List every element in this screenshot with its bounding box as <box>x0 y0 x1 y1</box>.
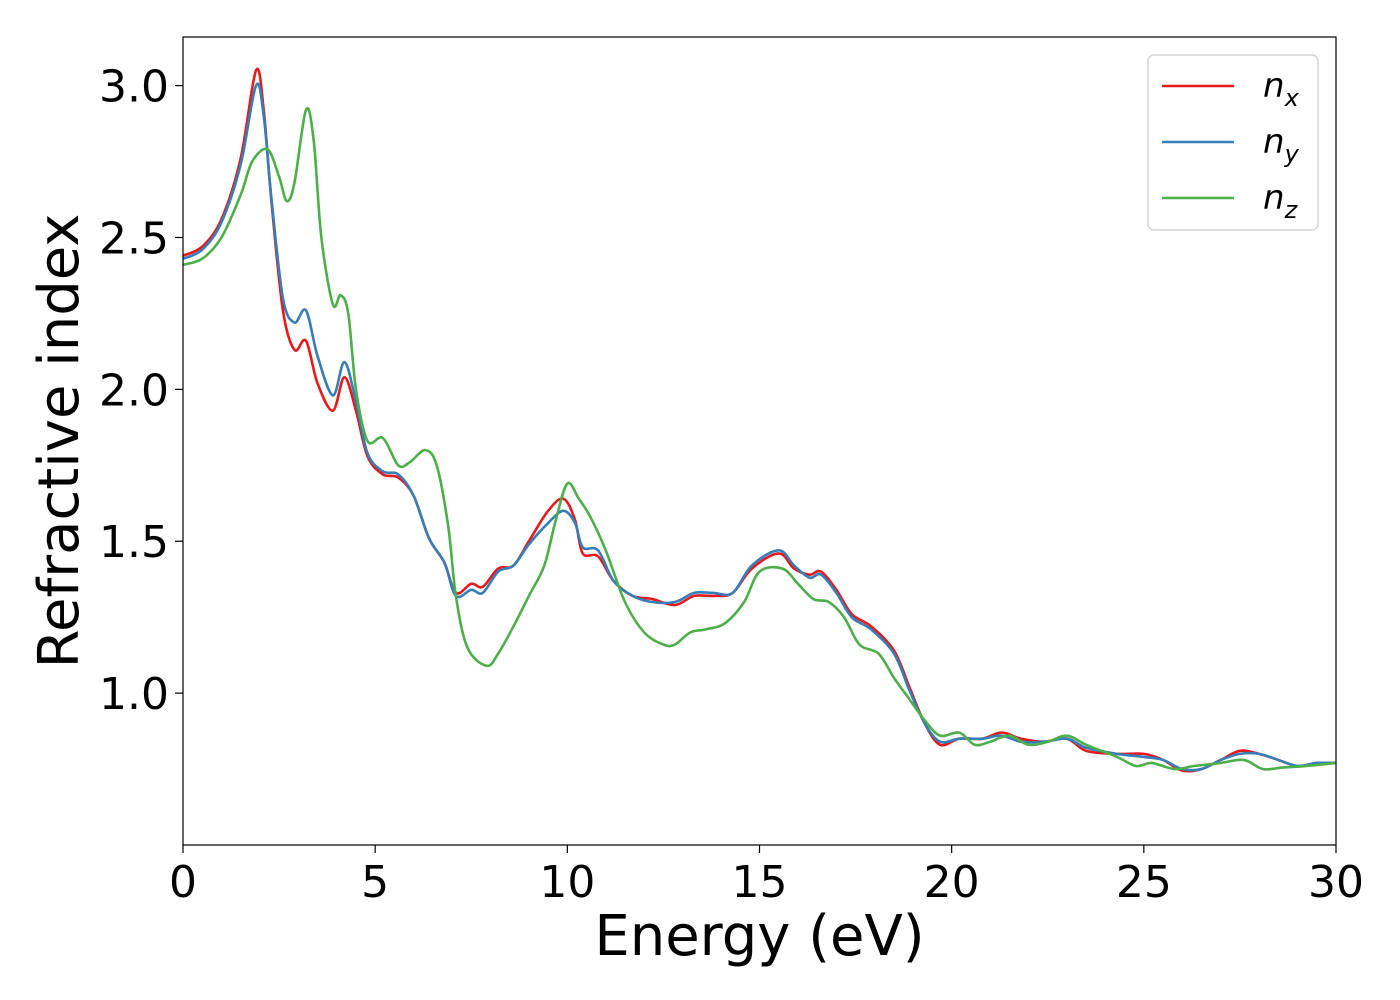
legend-label-ny: ny <box>1263 122 1300 168</box>
legend-label-base: n <box>1263 122 1285 162</box>
x-axis: 0 5 10 15 20 25 30 <box>169 845 1364 908</box>
x-tick-label: 10 <box>539 857 595 908</box>
legend-label-subscript: x <box>1284 84 1300 112</box>
y-tick-label: 1.5 <box>99 517 169 568</box>
y-axis-title: Refractive index <box>27 214 92 669</box>
x-tick-label: 20 <box>924 857 980 908</box>
y-axis: 1.0 1.5 2.0 2.5 3.0 <box>99 62 183 720</box>
y-tick-label: 1.0 <box>99 669 169 720</box>
legend-label-nz: nz <box>1263 178 1299 224</box>
legend-label-subscript: y <box>1284 140 1300 168</box>
legend-label-base: n <box>1263 66 1285 106</box>
x-axis-title: Energy (eV) <box>594 904 924 969</box>
x-tick-label: 0 <box>169 857 197 908</box>
x-tick-label: 15 <box>732 857 788 908</box>
series-line-nz <box>182 106 1337 771</box>
x-tick-label: 30 <box>1308 857 1364 908</box>
y-tick-label: 2.5 <box>99 213 169 264</box>
series-lines <box>182 67 1337 773</box>
x-tick-label: 25 <box>1116 857 1172 908</box>
y-tick-label: 3.0 <box>99 62 169 113</box>
x-tick-label: 5 <box>361 857 389 908</box>
legend-label-base: n <box>1263 178 1285 218</box>
legend-label-subscript: z <box>1284 196 1299 224</box>
y-tick-label: 2.0 <box>99 365 169 416</box>
legend-label-nx: nx <box>1263 66 1300 112</box>
